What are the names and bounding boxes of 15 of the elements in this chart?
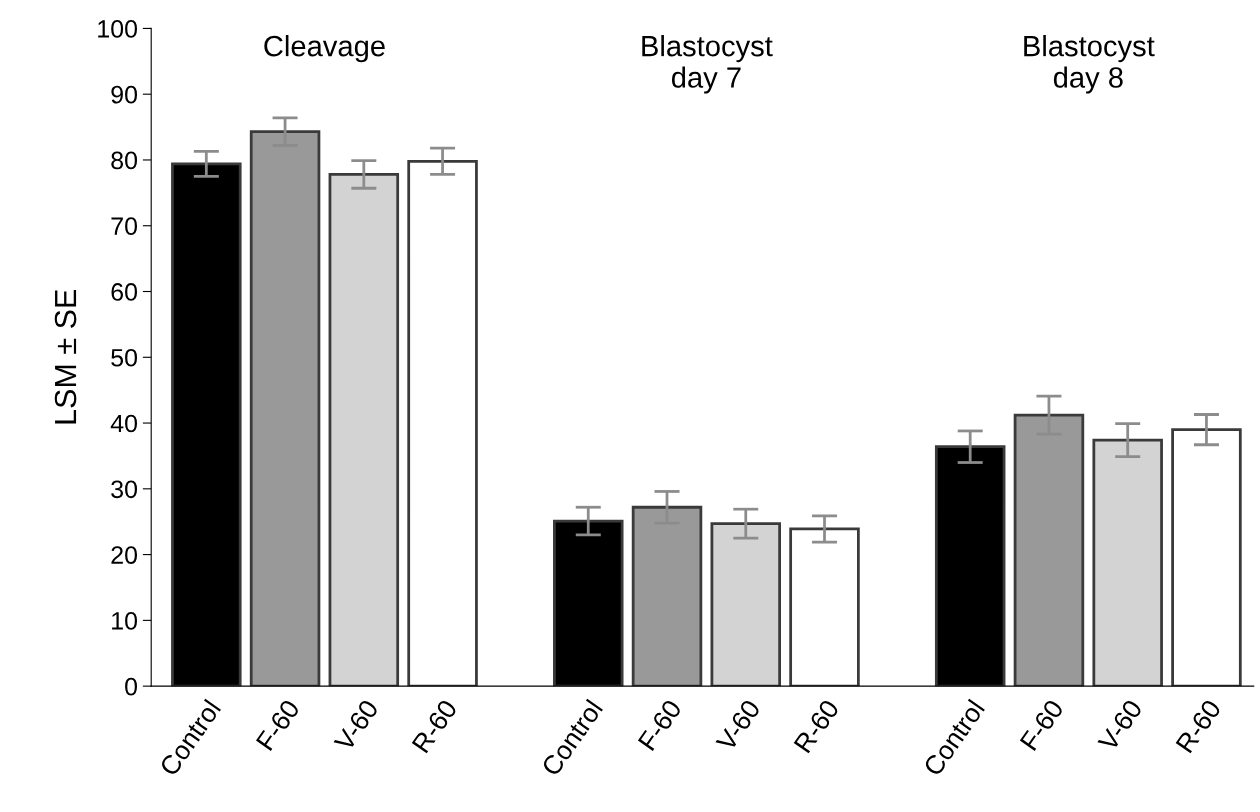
y-tick-label: 20 xyxy=(111,546,138,564)
y-tick-label: 100 xyxy=(98,20,138,38)
y-tick-label: 60 xyxy=(111,283,138,301)
y-tick-label: 70 xyxy=(111,217,138,236)
annotation: Blastocyst day 8 xyxy=(1024,35,1155,94)
y-tick-label: 40 xyxy=(110,414,138,433)
y-tick-label: 80 xyxy=(111,151,138,170)
y-axis-title: LSM ± SE xyxy=(54,289,77,424)
annotation: Blastocyst day 7 xyxy=(642,35,773,94)
y-tick-label: 90 xyxy=(111,85,138,104)
y-tick-label: 0 xyxy=(125,677,138,696)
y-tick-label: 50 xyxy=(111,348,138,367)
annotation: Cleavage xyxy=(264,35,385,63)
y-tick-label: 10 xyxy=(112,611,138,630)
y-tick-label: 30 xyxy=(111,480,138,499)
